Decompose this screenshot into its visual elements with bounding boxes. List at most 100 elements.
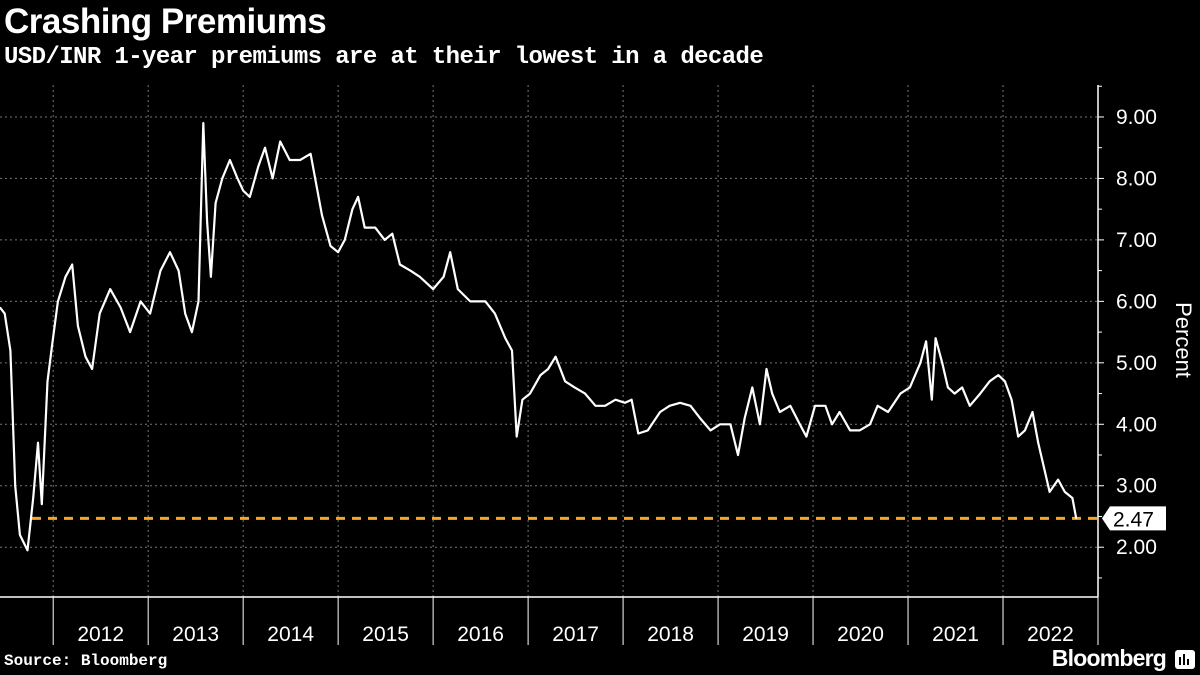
data-point [3, 312, 6, 315]
data-point [529, 392, 531, 395]
series-group [0, 122, 1078, 552]
data-point [689, 405, 692, 407]
x-tick-label: 2018 [647, 623, 694, 646]
data-point [0, 306, 1, 309]
data-point [229, 159, 231, 161]
data-point [64, 275, 67, 278]
data-point [129, 331, 131, 333]
data-point [1010, 398, 1013, 401]
data-point [57, 300, 59, 303]
data-point [573, 386, 576, 389]
data-point [77, 325, 79, 327]
data-point [32, 497, 35, 499]
data-point [264, 146, 266, 149]
data-point [14, 484, 16, 487]
data-point [1031, 411, 1034, 413]
y-tick-label: 8.00 [1116, 167, 1157, 190]
data-point [321, 214, 323, 217]
data-point [51, 343, 54, 346]
data-point [271, 177, 274, 180]
x-tick-label: 2012 [77, 623, 124, 646]
data-point [343, 239, 346, 241]
data-point [1071, 497, 1074, 499]
data-point [789, 405, 792, 407]
x-tick-label: 2013 [172, 623, 219, 646]
data-point [214, 202, 217, 204]
data-point [91, 368, 93, 370]
data-point [84, 355, 87, 358]
data-point [9, 349, 12, 352]
data-point [646, 429, 649, 432]
data-point [953, 392, 956, 395]
x-tick-label: 2016 [457, 623, 504, 646]
data-point [26, 549, 29, 552]
data-point [925, 340, 927, 343]
data-point [432, 288, 434, 290]
data-point [19, 534, 21, 536]
data-point [288, 159, 291, 161]
data-point [1037, 441, 1039, 444]
data-point [637, 432, 640, 435]
data-point [299, 159, 301, 161]
data-point [515, 435, 518, 438]
x-tick-label: 2021 [932, 623, 979, 646]
y-tick-label: 5.00 [1116, 352, 1157, 375]
data-point [242, 189, 244, 192]
x-tick-label: 2015 [362, 623, 409, 646]
data-point [169, 251, 171, 253]
data-point [1057, 478, 1059, 481]
data-point [547, 368, 549, 370]
data-point [257, 165, 260, 167]
data-point [511, 349, 513, 352]
data-point [1063, 491, 1066, 493]
data-point [521, 398, 524, 401]
data-point [484, 300, 487, 303]
x-tick-label: 2022 [1027, 623, 1074, 646]
bloomberg-logo: Bloomberg [1051, 645, 1167, 671]
data-point [737, 454, 739, 456]
chart-subtitle: USD/INR 1-year premiums are at their low… [4, 44, 764, 71]
data-point [139, 300, 142, 303]
data-point [409, 269, 412, 272]
data-point [934, 337, 937, 340]
data-point [391, 232, 394, 235]
data-point [979, 392, 982, 395]
data-point [191, 331, 193, 333]
data-point [71, 263, 73, 266]
tick-labels: 2.00 3.00 4.00 5.00 6.00 7.00 8.00 9.00 2012 2013… [77, 106, 1157, 646]
data-point [177, 269, 180, 272]
data-point [1075, 517, 1077, 520]
data-point [374, 226, 376, 229]
data-point [759, 423, 761, 426]
data-point [249, 196, 251, 198]
data-point [814, 405, 816, 407]
data-point [357, 196, 359, 198]
data-point [838, 411, 841, 413]
data-point [236, 177, 239, 180]
data-point [947, 386, 949, 389]
y-tick-label: 9.00 [1116, 106, 1157, 129]
data-point [968, 405, 971, 407]
data-point [805, 435, 808, 438]
data-point [699, 417, 701, 419]
reference-value-label: 2.47 [1113, 508, 1154, 531]
reference-value-badge [1102, 506, 1166, 531]
y-tick-label: 4.00 [1116, 413, 1157, 436]
data-point [743, 417, 746, 419]
x-tick-label: 2017 [552, 623, 599, 646]
y-tick-label: 7.00 [1116, 229, 1157, 252]
data-point [624, 401, 626, 404]
data-point [206, 220, 208, 223]
data-point [197, 300, 200, 303]
data-point [159, 269, 162, 272]
data-point [779, 411, 781, 413]
data-point [351, 208, 354, 210]
data-point [40, 503, 43, 505]
data-point [668, 405, 671, 407]
data-point [1048, 491, 1051, 493]
data-point [202, 122, 205, 124]
data-point [539, 374, 542, 376]
data-point [909, 386, 911, 389]
data-point [887, 411, 889, 413]
